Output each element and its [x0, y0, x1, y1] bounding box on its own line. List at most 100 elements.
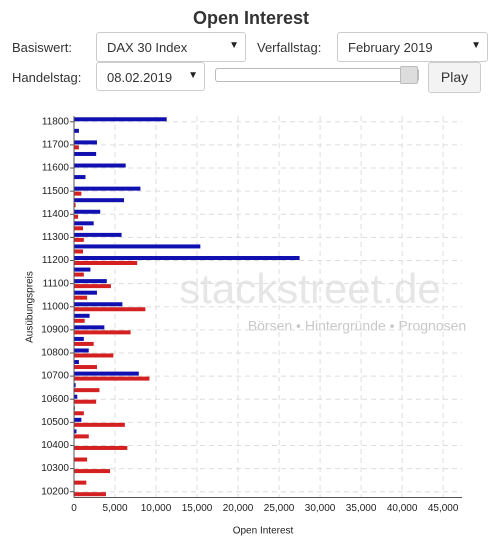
- bar: [74, 128, 79, 133]
- bar: [74, 394, 78, 399]
- y-tick-label: 10700: [41, 371, 69, 382]
- bar: [74, 388, 100, 393]
- bar: [74, 469, 111, 474]
- bar: [74, 341, 94, 346]
- y-tick-label: 11100: [43, 278, 70, 289]
- x-tick-label: 0: [71, 503, 77, 514]
- bar: [74, 249, 84, 254]
- bar: [74, 267, 91, 272]
- bar: [74, 140, 97, 145]
- bar: [74, 429, 77, 434]
- bar: [74, 330, 131, 335]
- bar: [74, 279, 107, 284]
- underlying-select[interactable]: DAX 30 Index ▼: [96, 32, 246, 62]
- y-tick-label: 11300: [42, 232, 70, 243]
- x-tick-label: 35,000: [346, 503, 377, 514]
- x-tick-label: 5,000: [102, 503, 127, 514]
- arrow: ▼: [229, 40, 239, 51]
- slider[interactable]: [215, 66, 419, 84]
- bar: [74, 383, 76, 388]
- bar: [74, 214, 79, 219]
- bar: [74, 360, 79, 365]
- bar: [74, 232, 122, 237]
- watermark-brand: stackstreet.de: [179, 265, 440, 312]
- bar: [74, 163, 126, 168]
- bar: [74, 371, 139, 376]
- bar: [74, 151, 97, 156]
- bar: [74, 256, 300, 260]
- trade-day-label: Handelstag:: [12, 70, 82, 85]
- underlying-label: Basiswert:: [12, 40, 72, 55]
- bar: [74, 325, 105, 330]
- trade-day-select[interactable]: 08.02.2019 ▼: [96, 62, 205, 91]
- bar: [74, 365, 97, 370]
- bar: [74, 244, 201, 249]
- y-tick-label: 11600: [42, 163, 70, 174]
- bar: [74, 145, 79, 150]
- x-tick-label: 45,000: [428, 503, 459, 514]
- x-tick-label: 25,000: [264, 503, 295, 514]
- watermark-tagline: Börsen • Hintergründe • Prognosen: [248, 318, 466, 334]
- bar: [74, 295, 88, 300]
- bar: [74, 336, 84, 341]
- expiry-label: Verfallstag:: [257, 40, 322, 55]
- bar: [74, 411, 84, 416]
- bar: [74, 191, 82, 196]
- bar: [74, 237, 84, 242]
- bar: [74, 318, 85, 323]
- y-tick-label: 11200: [42, 255, 70, 266]
- bar: [74, 117, 167, 122]
- title: Open Interest: [192, 8, 310, 28]
- bar: [74, 284, 111, 289]
- bar: [74, 445, 128, 450]
- bar: [74, 480, 87, 485]
- play-button[interactable]: Play: [428, 62, 481, 93]
- x-tick-label: 40,000: [387, 503, 418, 514]
- y-tick-label: 10500: [41, 417, 69, 428]
- bar: [74, 348, 89, 353]
- y-tick-label: 11700: [42, 140, 70, 151]
- bar: [74, 307, 146, 312]
- bar: [74, 399, 97, 404]
- bar: [74, 175, 86, 180]
- x-tick-label: 30,000: [305, 503, 336, 514]
- y-tick-label: 10300: [41, 463, 69, 474]
- y-tick-label: 10200: [41, 486, 69, 497]
- arrow: ▼: [471, 40, 481, 51]
- bar: [74, 417, 82, 422]
- y-tick-label: 10800: [41, 348, 69, 359]
- x-tick-label: 20,000: [223, 503, 254, 514]
- bar: [74, 272, 84, 277]
- bar: [74, 313, 90, 318]
- y-tick-label: 10400: [41, 440, 69, 451]
- x-tick-label: 15,000: [182, 503, 213, 514]
- bar: [74, 376, 150, 381]
- bar: [74, 434, 89, 439]
- x-axis-title: Open Interest: [233, 526, 294, 537]
- y-tick-label: 11800: [42, 116, 70, 127]
- slider-handle[interactable]: [400, 66, 418, 84]
- y-tick-label: 10900: [41, 325, 69, 336]
- bar: [74, 203, 76, 208]
- y-tick-label: 11000: [42, 301, 70, 312]
- expiry-select[interactable]: February 2019 ▼: [337, 32, 488, 62]
- expiry-value: February 2019: [348, 40, 433, 55]
- bar: [74, 209, 101, 214]
- bar: [74, 226, 84, 231]
- y-tick-label: 11500: [42, 186, 70, 197]
- bar: [74, 290, 97, 295]
- bar: [74, 198, 125, 203]
- bar: [74, 186, 141, 191]
- bar: [74, 353, 114, 358]
- bar: [74, 261, 138, 265]
- arrow: ▼: [188, 70, 198, 81]
- bar: [74, 492, 106, 497]
- bar: [74, 422, 125, 427]
- underlying-value: DAX 30 Index: [107, 40, 188, 55]
- bar: [74, 457, 88, 462]
- y-tick-label: 10600: [41, 394, 69, 405]
- trade-day-value: 08.02.2019: [107, 70, 173, 85]
- bar: [74, 302, 123, 307]
